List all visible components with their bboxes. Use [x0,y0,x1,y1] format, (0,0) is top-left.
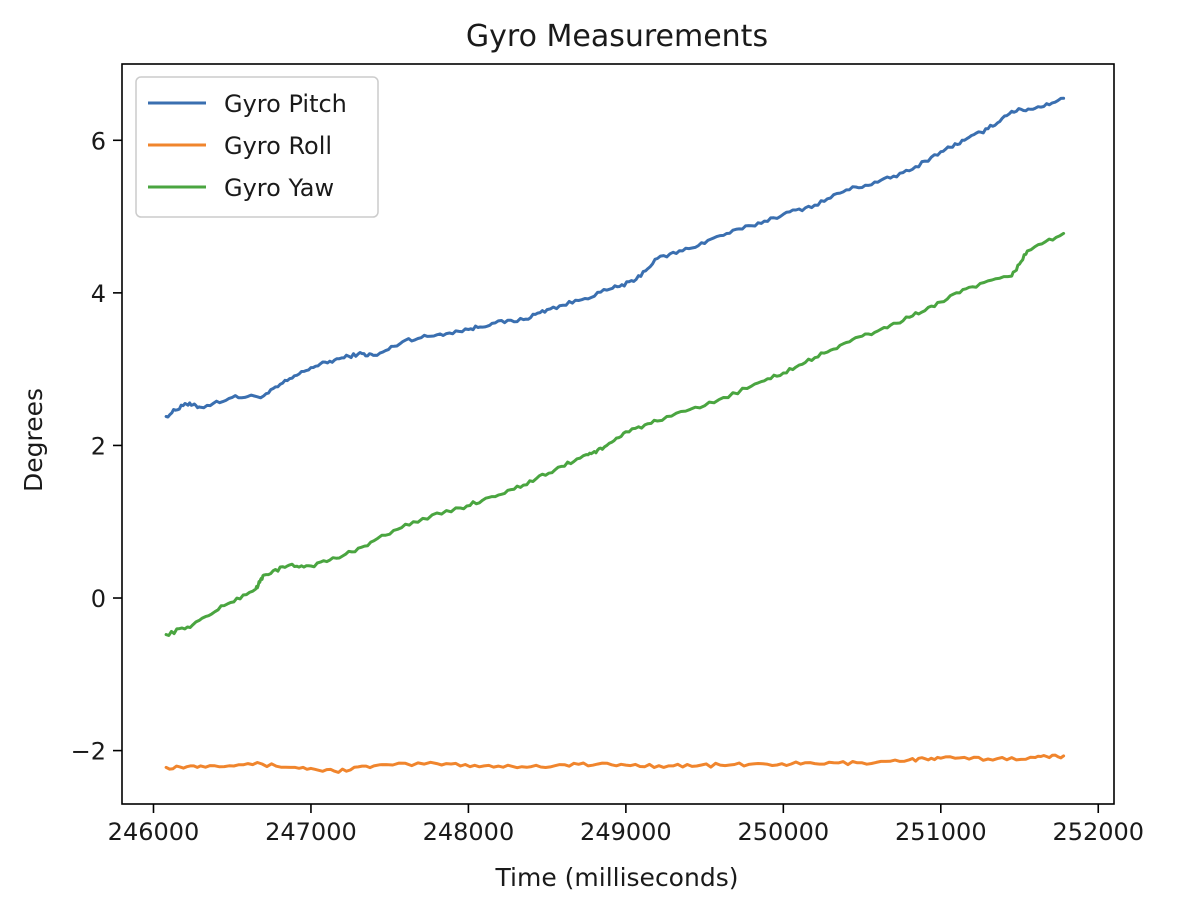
axis-ticks: 246000 247000 248000 249000 250000 251000 2520… [71,127,1144,846]
x-tick-label: 252000 [1052,818,1144,846]
series-line-gyro-yaw [164,231,1066,637]
x-tick-label: 246000 [108,818,200,846]
y-tick-label: 4 [91,280,106,308]
x-tick-label: 247000 [265,818,357,846]
legend-entry: Gyro Pitch [224,90,347,118]
legend-entry: Gyro Roll [224,132,332,160]
x-tick-label: 251000 [895,818,987,846]
y-tick-label: 2 [91,432,106,460]
y-tick-label: 0 [91,585,106,613]
y-tick-label: −2 [71,738,106,766]
plot-lines [164,96,1066,774]
legend-box [135,76,379,218]
y-tick-label: 6 [91,127,106,155]
x-tick-label: 249000 [580,818,672,846]
series-line-gyro-roll [164,753,1066,774]
y-axis-label: Degrees [19,388,48,492]
x-tick-label: 248000 [423,818,515,846]
chart-title: Gyro Measurements [466,19,768,54]
x-tick-label: 250000 [738,818,830,846]
series-line-gyro-pitch [164,96,1066,419]
x-axis-label: Time (milliseconds) [495,863,739,892]
legend: Gyro Pitch Gyro Roll Gyro Yaw [135,76,379,218]
legend-entry: Gyro Yaw [224,174,334,202]
plot-frame [121,63,1115,805]
